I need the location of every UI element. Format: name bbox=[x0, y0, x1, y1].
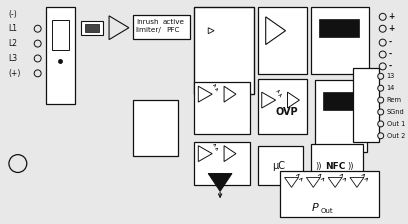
Bar bbox=[258, 7, 307, 74]
Bar bbox=[315, 80, 367, 152]
Bar bbox=[311, 144, 363, 189]
Text: Out 1: Out 1 bbox=[387, 121, 405, 127]
Circle shape bbox=[378, 133, 384, 139]
Circle shape bbox=[379, 63, 386, 70]
Text: -: - bbox=[389, 50, 392, 59]
Text: -: - bbox=[389, 62, 392, 71]
Bar bbox=[311, 7, 369, 74]
Bar bbox=[279, 172, 379, 217]
Text: PFC: PFC bbox=[166, 27, 180, 33]
Text: (-): (-) bbox=[8, 10, 17, 19]
Text: (+): (+) bbox=[8, 69, 20, 78]
Text: L3: L3 bbox=[8, 54, 17, 63]
Text: L1: L1 bbox=[8, 24, 17, 33]
Circle shape bbox=[34, 25, 41, 32]
Text: NFC: NFC bbox=[325, 162, 346, 171]
Text: μC: μC bbox=[272, 161, 285, 170]
Circle shape bbox=[34, 40, 41, 47]
Circle shape bbox=[379, 51, 386, 58]
Bar bbox=[81, 21, 103, 35]
Text: limiter/: limiter/ bbox=[136, 27, 162, 33]
Bar bbox=[319, 19, 359, 37]
Text: Out 2: Out 2 bbox=[387, 133, 405, 139]
Polygon shape bbox=[208, 173, 232, 191]
Text: Inrush: Inrush bbox=[136, 19, 158, 25]
Circle shape bbox=[378, 121, 384, 127]
Text: Out: Out bbox=[320, 208, 333, 214]
Bar bbox=[194, 82, 250, 134]
Circle shape bbox=[379, 13, 386, 20]
Bar bbox=[133, 15, 191, 39]
Circle shape bbox=[378, 97, 384, 103]
Bar bbox=[258, 146, 304, 185]
Bar bbox=[133, 100, 178, 156]
Circle shape bbox=[378, 85, 384, 91]
Bar bbox=[353, 68, 379, 142]
Circle shape bbox=[379, 39, 386, 46]
Bar bbox=[46, 7, 75, 104]
Text: -: - bbox=[389, 38, 392, 47]
Bar bbox=[194, 7, 254, 94]
Circle shape bbox=[34, 70, 41, 77]
Text: 14: 14 bbox=[387, 85, 395, 91]
Text: )): )) bbox=[347, 162, 353, 171]
Circle shape bbox=[34, 55, 41, 62]
Bar bbox=[85, 24, 99, 32]
Circle shape bbox=[379, 25, 386, 32]
Text: )): )) bbox=[315, 162, 322, 171]
Text: +: + bbox=[389, 12, 395, 21]
Text: SGnd: SGnd bbox=[387, 109, 404, 115]
Text: +: + bbox=[389, 24, 395, 33]
Bar bbox=[323, 92, 359, 110]
Circle shape bbox=[378, 73, 384, 79]
Circle shape bbox=[378, 109, 384, 115]
Text: Rem: Rem bbox=[387, 97, 401, 103]
Text: 13: 13 bbox=[387, 73, 395, 79]
Text: active: active bbox=[163, 19, 184, 25]
Circle shape bbox=[9, 155, 27, 172]
Bar bbox=[194, 142, 250, 185]
Text: $P$: $P$ bbox=[311, 201, 320, 213]
Bar bbox=[258, 79, 307, 134]
Text: L2: L2 bbox=[8, 39, 17, 48]
Text: OVP: OVP bbox=[276, 107, 298, 117]
Bar bbox=[51, 20, 69, 50]
